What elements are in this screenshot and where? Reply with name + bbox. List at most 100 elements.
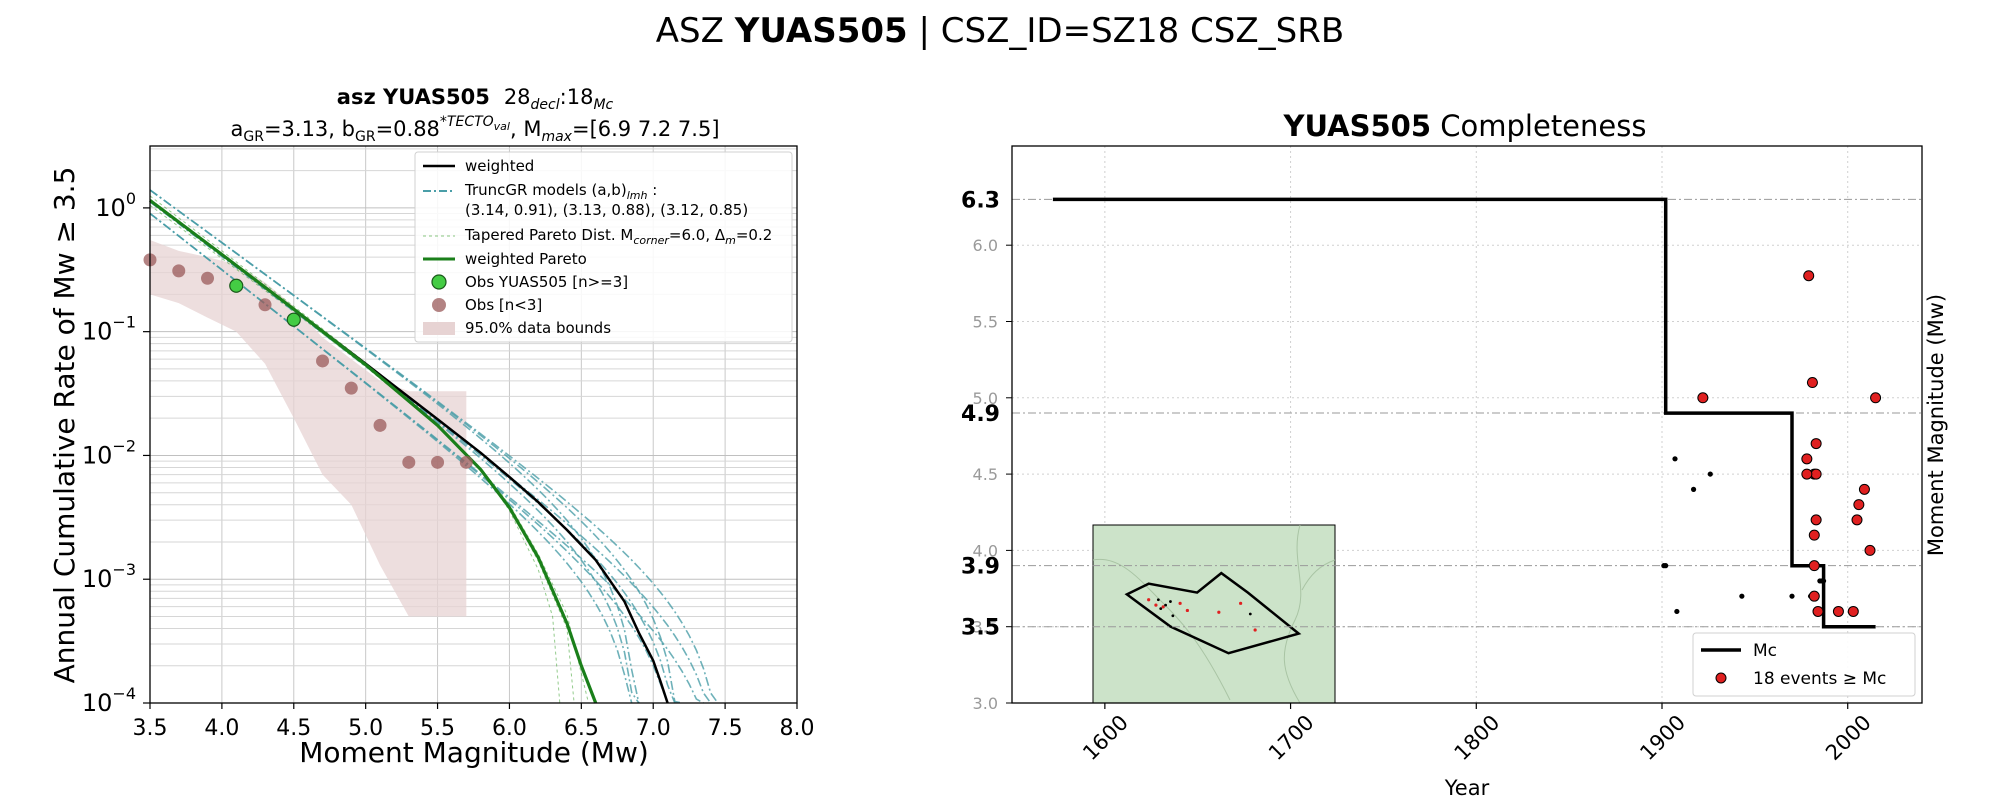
rate-chart-x-tick-label: 4.5 bbox=[276, 716, 311, 741]
inset-map-black-event bbox=[1169, 600, 1172, 603]
legend-events-swatch bbox=[1715, 672, 1727, 684]
inset-map-black-event bbox=[1159, 607, 1163, 611]
completeness-y-tick-label: 4.0 bbox=[973, 541, 998, 560]
inset-map-red-event bbox=[1239, 601, 1243, 605]
completeness-x-tick-label: 1900 bbox=[1635, 710, 1690, 765]
event-above-mc-point bbox=[1808, 560, 1820, 572]
event-above-mc-point bbox=[1801, 468, 1813, 480]
inset-map bbox=[1092, 524, 1336, 704]
rate-chart-x-tick-label: 8.0 bbox=[780, 716, 815, 741]
legend-truncgr-models: (3.14, 0.91), (3.13, 0.88), (3.12, 0.85) bbox=[465, 201, 748, 219]
inset-map-black-event bbox=[1156, 598, 1160, 602]
completeness-y-tick-label: 5.0 bbox=[973, 389, 998, 408]
event-above-mc-point bbox=[1810, 438, 1822, 450]
event-above-mc-point bbox=[1810, 468, 1822, 480]
rate-chart-x-tick-label: 5.0 bbox=[348, 716, 383, 741]
completeness-x-tick-label: 2000 bbox=[1821, 710, 1876, 765]
completeness-y-tick-label: 4.5 bbox=[973, 465, 998, 484]
rate-chart-y-tick-label: 100 bbox=[95, 189, 136, 222]
completeness-x-axis-label: Year bbox=[1444, 776, 1490, 800]
completeness-legend: Mc 18 events ≥ Mc bbox=[1692, 632, 1916, 697]
inset-map-content bbox=[1124, 571, 1302, 655]
inset-map-black-event bbox=[1171, 614, 1175, 618]
event-above-mc-point bbox=[1808, 590, 1820, 602]
legend-bounds-swatch bbox=[423, 322, 455, 335]
inset-map-border-line bbox=[1301, 559, 1336, 591]
obs-brown-point bbox=[316, 354, 330, 368]
legend-weighted-label: weighted bbox=[465, 157, 534, 175]
legend-bounds-label: 95.0% data bounds bbox=[465, 319, 611, 337]
completeness-chart-title-bold: YUAS505 bbox=[1283, 109, 1432, 143]
rate-chart-y-ticks: 100 10−1 10−2 10−3 10−4 bbox=[82, 189, 150, 717]
completeness-y-tick-label: 5.5 bbox=[973, 312, 998, 331]
inset-map-red-event bbox=[1147, 598, 1151, 602]
rate-chart-title-bold: asz YUAS505 bbox=[337, 85, 490, 109]
event-below-mc-point bbox=[1672, 456, 1678, 462]
rate-chart-x-tick-label: 3.5 bbox=[133, 716, 168, 741]
completeness-x-tick-label: 1800 bbox=[1450, 710, 1505, 765]
rate-chart-y-tick-label: 10−4 bbox=[82, 684, 136, 717]
completeness-y-tick-label: 3.0 bbox=[973, 694, 998, 713]
inset-map-red-event bbox=[1178, 601, 1182, 605]
completeness-mc-level-label: 3.5 bbox=[961, 616, 1000, 641]
obs-brown-point bbox=[402, 455, 416, 469]
event-above-mc-point bbox=[1810, 514, 1822, 526]
rate-chart-x-tick-label: 7.5 bbox=[708, 716, 743, 741]
obs-brown-point bbox=[258, 298, 272, 312]
completeness-mc-level-label: 6.3 bbox=[961, 188, 1000, 213]
inset-map-black-event bbox=[1164, 603, 1167, 607]
rate-chart-y-axis-label: Annual Cumulative Rate of Mw ≥ 3.5 bbox=[48, 167, 81, 684]
event-below-mc-point bbox=[1707, 471, 1713, 477]
rate-chart-legend: weighted TruncGR models (a,b)lmh : (3.14… bbox=[414, 151, 793, 343]
event-above-mc-point bbox=[1806, 377, 1818, 389]
completeness-data-layer bbox=[1052, 197, 1882, 629]
inset-map-border-line bbox=[1092, 558, 1231, 701]
rate-chart-x-tick-label: 4.0 bbox=[204, 716, 239, 741]
rate-chart-y-tick-label: 10−2 bbox=[82, 436, 136, 469]
tapered-pareto-line bbox=[149, 200, 575, 704]
event-above-mc-point bbox=[1832, 605, 1844, 617]
completeness-mc-level-label: 4.9 bbox=[961, 402, 1000, 427]
mc-step-line bbox=[1052, 197, 1876, 629]
rate-chart-legend-box bbox=[414, 151, 793, 343]
completeness-y-ticks: 3.03.54.04.55.05.56.06.34.93.93.5 bbox=[961, 188, 1012, 713]
event-above-mc-point bbox=[1864, 544, 1876, 556]
rate-chart-frame bbox=[149, 145, 798, 704]
event-above-mc-point bbox=[1847, 605, 1859, 617]
event-below-mc-point bbox=[1674, 608, 1680, 615]
obs-brown-point bbox=[431, 455, 445, 469]
event-below-mc-point bbox=[1663, 563, 1669, 569]
legend-tapered-label: Tapered Pareto Dist. Mcorner=6.0, Δm=0.2 bbox=[464, 226, 772, 247]
legend-obs-brown-swatch bbox=[432, 298, 446, 312]
legend-truncgr-label: TruncGR models (a,b)lmh : bbox=[464, 181, 657, 202]
event-above-mc-point bbox=[1801, 453, 1813, 465]
obs-brown-point bbox=[459, 455, 473, 469]
rate-chart-y-tick-label: 10−1 bbox=[82, 313, 136, 346]
truncgr-model-line bbox=[149, 189, 719, 704]
completeness-x-tick-label: 1700 bbox=[1264, 710, 1319, 765]
obs-green-point bbox=[286, 312, 301, 327]
completeness-mc-level-label: 3.9 bbox=[961, 555, 1000, 580]
inset-map-red-event bbox=[1185, 608, 1189, 613]
rate-chart-subtitle: aGR=3.13, bGR=0.88*TECTOval, Mmax=[6.9 7… bbox=[230, 114, 719, 145]
inset-map-zone-polygon bbox=[1124, 571, 1302, 655]
rate-chart-title: asz YUAS505 28decl:18Mc bbox=[337, 85, 614, 113]
event-below-mc-point bbox=[1820, 578, 1827, 584]
event-above-mc-point bbox=[1697, 392, 1709, 404]
inset-map-background bbox=[1092, 524, 1336, 704]
completeness-x-tick-label: 1600 bbox=[1078, 710, 1133, 765]
obs-brown-point bbox=[373, 418, 387, 432]
event-below-mc-point bbox=[1789, 593, 1795, 599]
rate-chart-x-tick-label: 6.5 bbox=[564, 716, 599, 741]
inset-map-red-event bbox=[1161, 605, 1165, 609]
obs-brown-point bbox=[172, 264, 186, 278]
event-above-mc-point bbox=[1870, 392, 1882, 404]
legend-events-label: 18 events ≥ Mc bbox=[1753, 669, 1886, 689]
rate-chart-x-axis-label: Moment Magnitude (Mw) bbox=[299, 736, 649, 769]
completeness-x-ticks: 1600 1700 1800 1900 2000 bbox=[1078, 703, 1876, 765]
truncgr-model-line bbox=[149, 189, 640, 704]
rate-chart: asz YUAS505 28decl:18Mc aGR=3.13, bGR=0.8… bbox=[48, 85, 815, 769]
obs-brown-point bbox=[344, 381, 358, 395]
